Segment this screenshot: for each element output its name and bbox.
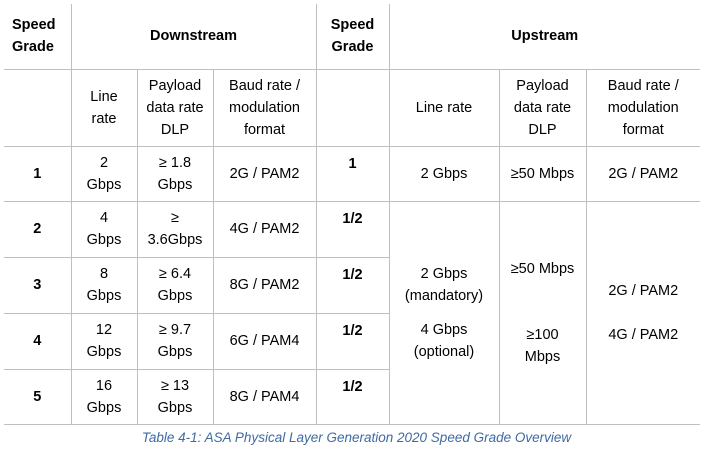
grade-cell: 4 xyxy=(4,312,72,370)
us-grade-cell: 1/2 xyxy=(315,200,390,258)
downstream-header: Downstream xyxy=(70,4,317,70)
us-baud-cell: 2G / PAM2 xyxy=(585,145,700,202)
ds-payload-cell: ≥ 9.7 Gbps xyxy=(136,312,214,370)
upstream-header: Upstream xyxy=(388,4,700,70)
table-caption: Table 4-1: ASA Physical Layer Generation… xyxy=(141,430,572,445)
ds-line-rate-cell: 4 Gbps xyxy=(70,200,138,258)
table-row: 2 4 Gbps ≥3.6Gbps 4G / PAM2 1/2 2 Gbps (ma… xyxy=(4,200,700,425)
us-payload-cell: ≥50 Mbps xyxy=(498,145,587,202)
us-payload-header: Payload data rate DLP xyxy=(498,68,587,147)
ds-payload-cell: ≥ 1.8 Gbps xyxy=(136,145,214,202)
us-payload-merged-cell: ≥50 Mbps ≥100 Mbps xyxy=(498,200,587,425)
us-grade-cell: 1/2 xyxy=(315,256,389,314)
ds-line-rate-cell: 2 Gbps xyxy=(70,145,138,202)
ds-payload-header: Payload data rate DLP xyxy=(136,68,214,147)
us-line-rate-merged-cell: 2 Gbps (mandatory) 4 Gbps (optional) xyxy=(388,200,500,425)
ds-line-rate-cell: 8 Gbps xyxy=(70,256,138,314)
ds-baud-cell: 6G / PAM4 xyxy=(212,312,317,370)
ds-payload-cell: ≥ 6.4 Gbps xyxy=(136,256,214,314)
ds-line-rate-header: Line rate xyxy=(70,68,138,147)
grade-cell: 5 xyxy=(4,368,72,425)
ds-line-rate-cell: 16 Gbps xyxy=(70,368,138,425)
table-row: 1 2 Gbps ≥ 1.8 Gbps 2G / PAM2 1 2 Gbps ≥50… xyxy=(4,145,700,202)
ds-baud-cell: 8G / PAM2 xyxy=(212,256,317,314)
subheader-row: Line rate Payload data rate DLP Baud rate /… xyxy=(4,68,700,147)
us-baud-merged-cell: 2G / PAM2 4G / PAM2 xyxy=(585,200,700,425)
ds-baud-cell: 2G / PAM2 xyxy=(212,145,317,202)
us-line-rate-cell: 2 Gbps xyxy=(388,145,500,202)
speed-grade-upstream-header: Speed Grade xyxy=(315,4,390,70)
grade-cell: 3 xyxy=(4,256,72,314)
speed-grade-table: Speed Grade Downstream Speed Grade Upstrea… xyxy=(4,4,700,425)
ds-baud-cell: 4G / PAM2 xyxy=(212,200,317,258)
us-baud-header: Baud rate / modulation format xyxy=(585,68,700,147)
us-grade-cell: 1 xyxy=(315,145,390,202)
us-line-rate-header: Line rate xyxy=(388,68,500,147)
ds-line-rate-cell: 12 Gbps xyxy=(70,312,138,370)
ds-payload-cell: ≥ 13 Gbps xyxy=(136,368,214,425)
us-grade-cell: 1/2 xyxy=(315,368,389,425)
header-row: Speed Grade Downstream Speed Grade Upstrea… xyxy=(4,4,700,70)
us-grade-cell: 1/2 xyxy=(315,312,389,370)
grade-cell: 1 xyxy=(4,145,72,202)
ds-baud-header: Baud rate / modulation format xyxy=(212,68,317,147)
grade-cell: 2 xyxy=(4,200,72,258)
ds-payload-cell: ≥3.6Gbps xyxy=(136,200,214,258)
ds-baud-cell: 8G / PAM4 xyxy=(212,368,317,425)
subheader-empty-left xyxy=(4,68,72,147)
subheader-empty-mid xyxy=(315,68,390,147)
table-row: 5 16 Gbps ≥ 13 Gbps 8G / PAM4 1/2 xyxy=(4,368,700,425)
speed-grade-header: Speed Grade xyxy=(4,4,72,70)
